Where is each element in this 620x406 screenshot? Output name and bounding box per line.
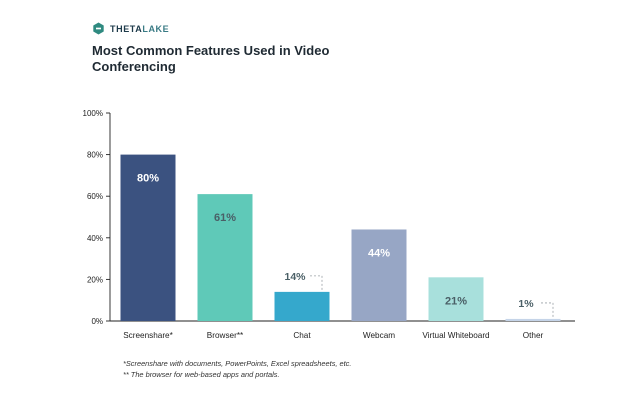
data-label: 21%: [445, 295, 467, 307]
footnotes: *Screenshare with documents, PowerPoints…: [123, 358, 351, 380]
y-tick-label: 40%: [87, 234, 103, 243]
y-tick-label: 100%: [83, 109, 103, 118]
footnote-2: ** The browser for web-based apps and po…: [123, 370, 280, 379]
bar: [351, 229, 407, 321]
data-label: 1%: [518, 298, 534, 310]
data-label: 80%: [137, 173, 159, 185]
y-tick-label: 60%: [87, 192, 103, 201]
x-tick-label: Browser**: [207, 331, 244, 340]
chart-title: Most Common Features Used in Video Confe…: [92, 43, 330, 74]
data-label: 61%: [214, 212, 236, 224]
brand-name: THETALAKE: [110, 24, 169, 34]
theta-lake-logo-icon: [93, 22, 104, 35]
bar: [197, 194, 253, 321]
bar: [274, 291, 330, 321]
data-label: 14%: [284, 271, 306, 283]
bar: [120, 154, 176, 321]
x-tick-label: Webcam: [363, 331, 395, 340]
data-label: 44%: [368, 247, 390, 259]
brand-name-part1: THETA: [110, 23, 143, 34]
x-tick-label: Screenshare*: [123, 331, 173, 340]
bar: [505, 318, 561, 321]
x-tick-label: Chat: [293, 331, 311, 340]
bar: [428, 277, 484, 321]
data-label-leader-line: [541, 302, 554, 318]
y-tick-label: 20%: [87, 275, 103, 284]
y-tick-label: 0%: [91, 317, 103, 326]
brand-name-part2: LAKE: [142, 23, 170, 34]
x-tick-label: Virtual Whiteboard: [422, 331, 490, 340]
footnote-1: *Screenshare with documents, PowerPoints…: [123, 359, 352, 368]
x-tick-label: Other: [523, 331, 544, 340]
y-tick-label: 80%: [87, 151, 103, 160]
brand-logo: THETALAKE: [92, 22, 169, 35]
data-label-leader-line: [310, 275, 323, 291]
